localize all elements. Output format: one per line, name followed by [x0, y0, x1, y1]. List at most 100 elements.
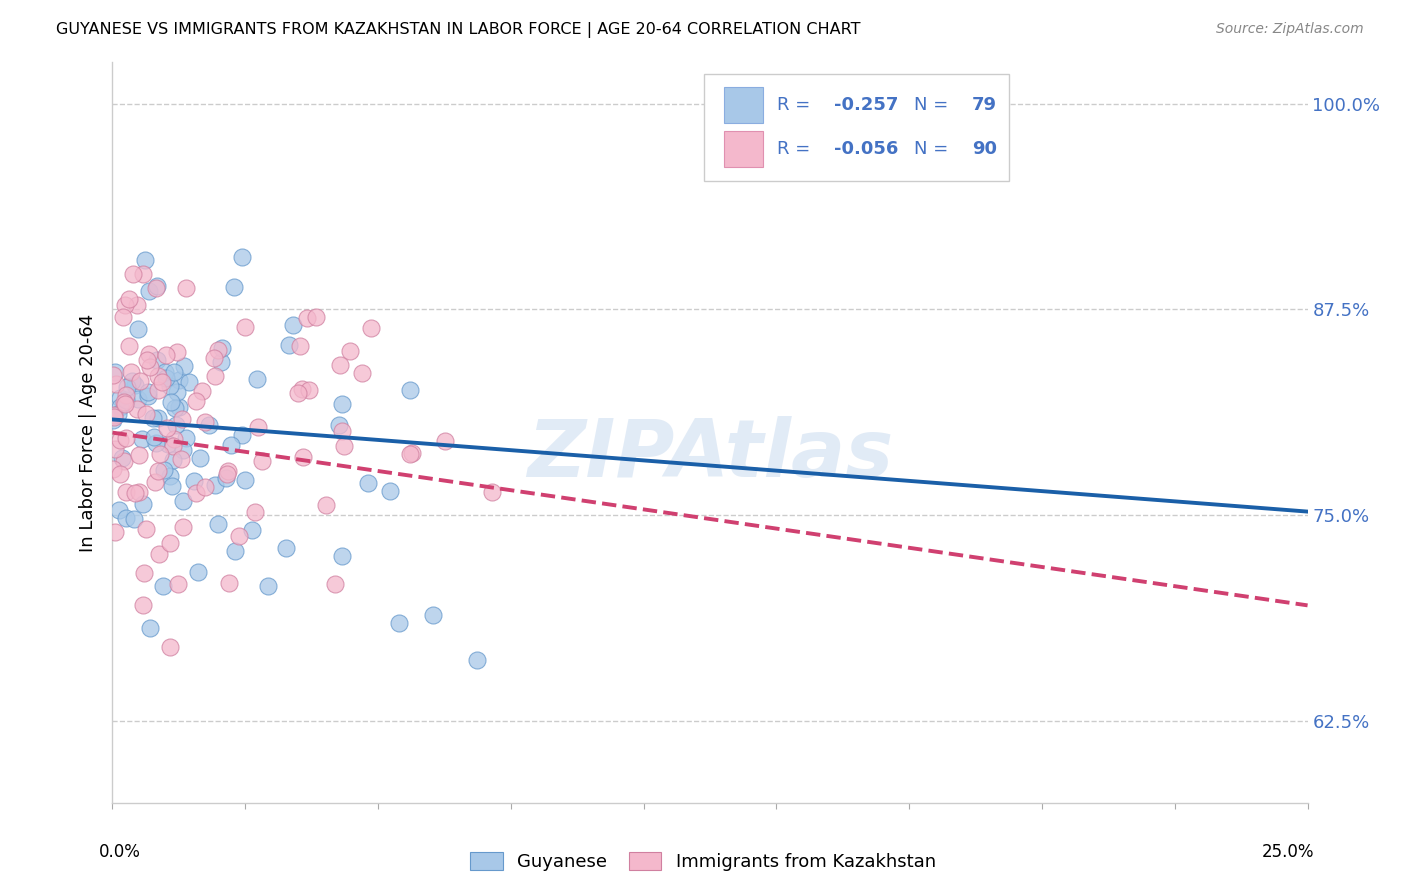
Point — [146, 465, 169, 479]
Point — [145, 436, 167, 450]
Point — [165, 417, 187, 432]
Point — [401, 446, 423, 460]
Legend: Guyanese, Immigrants from Kazakhstan: Guyanese, Immigrants from Kazakhstan — [463, 846, 943, 879]
Point — [138, 284, 160, 298]
Point — [160, 479, 183, 493]
Text: R =: R = — [778, 96, 815, 114]
Point — [224, 543, 246, 558]
Point — [103, 410, 125, 425]
Point — [115, 387, 138, 401]
Point — [204, 368, 226, 383]
Point — [183, 475, 205, 489]
Point — [112, 453, 135, 467]
Point — [357, 475, 380, 490]
Point — [172, 443, 194, 458]
Point — [114, 484, 136, 499]
Point — [305, 310, 328, 325]
Point — [122, 268, 145, 282]
Point — [176, 431, 198, 445]
Point — [467, 653, 489, 667]
Point — [132, 598, 155, 612]
Point — [103, 462, 125, 476]
Point — [207, 343, 229, 357]
Point — [120, 366, 142, 380]
Point — [146, 384, 169, 398]
Point — [143, 475, 166, 489]
Point — [108, 391, 131, 405]
Point — [152, 579, 174, 593]
Point — [330, 424, 353, 438]
Point — [132, 566, 155, 581]
Point — [287, 386, 309, 401]
Point — [246, 420, 269, 434]
Point — [108, 502, 131, 516]
Point — [134, 522, 156, 536]
Point — [155, 348, 177, 362]
Text: 90: 90 — [972, 140, 997, 158]
Point — [115, 393, 138, 408]
Point — [136, 389, 159, 403]
Point — [297, 383, 319, 397]
Point — [207, 517, 229, 532]
Point — [103, 409, 125, 423]
Point — [112, 394, 135, 409]
Point — [127, 402, 149, 417]
Point — [339, 343, 361, 358]
Point — [118, 292, 141, 306]
Point — [173, 359, 195, 373]
Point — [148, 547, 170, 561]
Point — [146, 369, 169, 384]
Point — [399, 383, 422, 397]
Point — [219, 438, 242, 452]
Point — [218, 576, 240, 591]
Text: 0.0%: 0.0% — [98, 843, 141, 861]
Point — [209, 355, 232, 369]
Point — [172, 412, 194, 426]
Point — [153, 365, 176, 379]
Point — [159, 469, 181, 483]
Point — [145, 278, 167, 293]
Point — [162, 439, 184, 453]
Point — [197, 418, 219, 433]
Point — [117, 339, 139, 353]
Point — [184, 393, 207, 408]
Point — [257, 579, 280, 593]
FancyBboxPatch shape — [704, 73, 1010, 181]
Point — [186, 486, 208, 500]
Point — [136, 352, 159, 367]
Text: R =: R = — [778, 140, 815, 158]
Point — [329, 358, 352, 372]
Point — [231, 428, 253, 442]
Point — [323, 577, 346, 591]
Point — [142, 411, 165, 425]
Text: N =: N = — [914, 140, 955, 158]
Point — [139, 621, 162, 635]
Bar — [724, 87, 762, 123]
Point — [110, 467, 132, 481]
Point — [107, 407, 129, 421]
Text: N =: N = — [914, 96, 955, 114]
Point — [330, 549, 353, 563]
Point — [228, 529, 250, 543]
Point — [202, 351, 225, 366]
Point — [194, 415, 217, 429]
Point — [111, 450, 134, 465]
Point — [167, 400, 190, 414]
Text: GUYANESE VS IMMIGRANTS FROM KAZAKHSTAN IN LABOR FORCE | AGE 20-64 CORRELATION CH: GUYANESE VS IMMIGRANTS FROM KAZAKHSTAN I… — [56, 22, 860, 38]
Point — [163, 401, 186, 416]
Point — [131, 432, 153, 446]
Point — [136, 385, 159, 400]
Point — [108, 400, 131, 414]
Y-axis label: In Labor Force | Age 20-64: In Labor Force | Age 20-64 — [79, 313, 97, 552]
Point — [276, 541, 298, 555]
Point — [129, 374, 152, 388]
Point — [127, 392, 149, 406]
Point — [162, 365, 184, 379]
Point — [115, 380, 138, 394]
Point — [211, 341, 233, 355]
Point — [145, 281, 167, 295]
Point — [114, 397, 136, 411]
Point — [233, 320, 256, 334]
Point — [378, 483, 401, 498]
Point — [172, 520, 194, 534]
